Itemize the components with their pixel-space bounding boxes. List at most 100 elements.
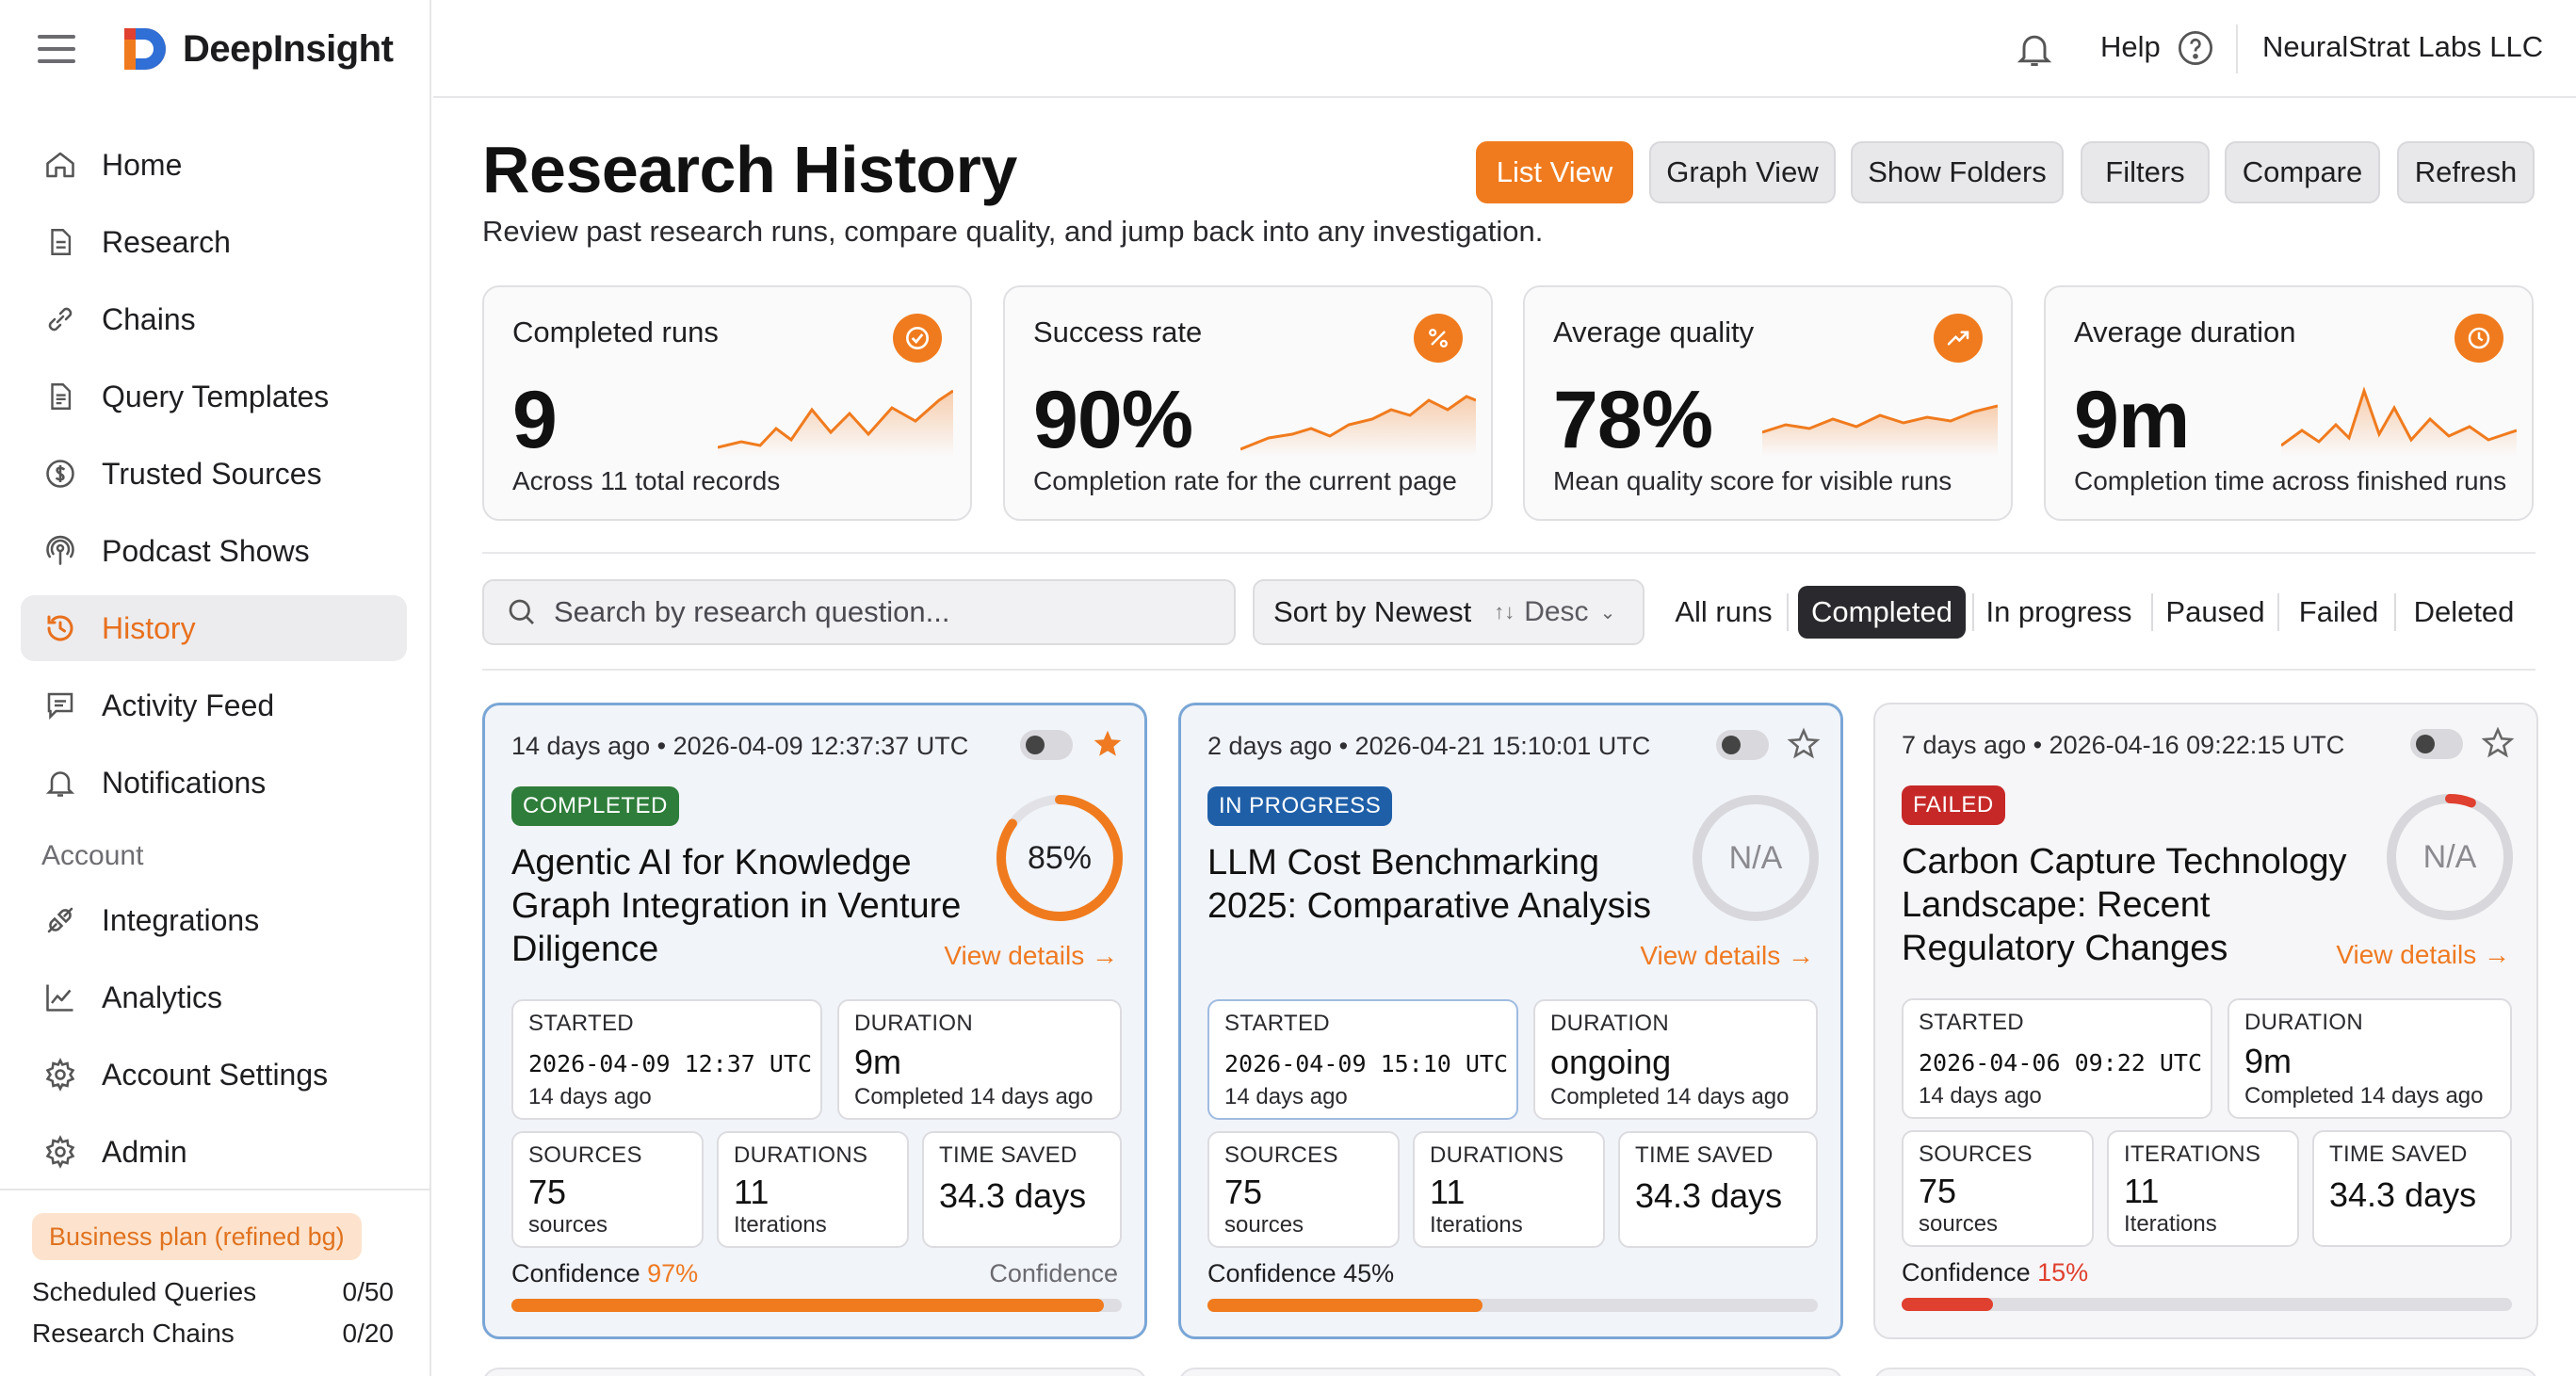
- quota-research-chains: Research Chains 0/20: [32, 1319, 394, 1349]
- select-toggle[interactable]: [1716, 730, 1769, 760]
- sort-arrows-icon: ↑↓: [1494, 600, 1515, 623]
- brand: DeepInsight: [38, 23, 394, 75]
- box-value: 34.3 days: [1635, 1176, 1783, 1215]
- time-saved-box: TIME SAVED 34.3 days: [2312, 1130, 2512, 1247]
- sidebar-item-analytics[interactable]: Analytics: [21, 964, 407, 1030]
- sidebar-item-integrations[interactable]: Integrations: [21, 887, 407, 953]
- filter-in-progress[interactable]: In progress: [1985, 595, 2132, 628]
- sidebar-item-home[interactable]: Home: [21, 132, 407, 198]
- view-details-link[interactable]: View details →: [2336, 940, 2510, 969]
- box-value: 75: [528, 1173, 567, 1211]
- plan-badge[interactable]: Business plan (refined bg): [32, 1213, 362, 1260]
- show-folders-button[interactable]: Show Folders: [1851, 141, 2064, 203]
- sort-label: Sort by Newest: [1273, 595, 1472, 628]
- help-link[interactable]: Help: [2100, 30, 2161, 63]
- research-card[interactable]: 7 days ago • 2026-04-16 09:22:15 UTC FAI…: [1873, 703, 2538, 1339]
- sparkline: [718, 389, 953, 457]
- box-value: 2026-04-09 15:10 UTC: [1224, 1050, 1509, 1077]
- sidebar-item-notifications[interactable]: Notifications: [21, 750, 407, 816]
- card-title[interactable]: Agentic AI for Knowledge Graph Integrati…: [511, 843, 962, 969]
- box-value: 75: [1224, 1173, 1263, 1211]
- filters-button[interactable]: Filters: [2081, 141, 2210, 203]
- template-icon: [41, 378, 79, 415]
- admin-gear-icon: [41, 1133, 79, 1171]
- status-badge: COMPLETED: [511, 786, 679, 826]
- started-box: STARTED 2026-04-09 12:37 UTC 14 days ago: [511, 999, 822, 1120]
- list-view-button[interactable]: List View: [1476, 141, 1633, 203]
- filter-deleted[interactable]: Deleted: [2413, 595, 2515, 628]
- duration-box: DURATION 9m Completed 14 days ago: [837, 999, 1122, 1120]
- box-label: STARTED: [528, 1011, 634, 1036]
- stat-completed-runs: Completed runs 9 Across 11 total records: [482, 285, 972, 521]
- sidebar-item-label: Chains: [102, 301, 196, 336]
- document-icon: [41, 223, 79, 261]
- box-label: TIME SAVED: [1635, 1142, 1774, 1168]
- sidebar-item-label: Query Templates: [102, 379, 330, 413]
- sort-direction[interactable]: ↑↓ Desc ⌄: [1494, 596, 1615, 628]
- filter-paused[interactable]: Paused: [2165, 595, 2265, 628]
- sidebar-item-label: Account Settings: [102, 1057, 329, 1092]
- view-details-link[interactable]: View details →: [1640, 941, 1814, 970]
- sidebar-item-activity-feed[interactable]: Activity Feed: [21, 672, 407, 738]
- sidebar-item-research[interactable]: Research: [21, 209, 407, 275]
- view-details-link[interactable]: View details →: [944, 941, 1118, 970]
- box-sub: 14 days ago: [1919, 1083, 2042, 1109]
- sidebar-item-trusted-sources[interactable]: Trusted Sources: [21, 441, 407, 507]
- filter-completed[interactable]: Completed: [1798, 586, 1966, 639]
- org-switcher[interactable]: NeuralStrat Labs LLC: [2262, 30, 2544, 63]
- card-title[interactable]: LLM Cost Benchmarking 2025: Comparative …: [1207, 843, 1652, 926]
- stat-caption: Completion time across finished runs: [2074, 466, 2507, 495]
- graph-view-button[interactable]: Graph View: [1649, 141, 1836, 203]
- sidebar-item-query-templates[interactable]: Query Templates: [21, 364, 407, 429]
- hamburger-menu-icon[interactable]: [38, 35, 75, 63]
- compare-button[interactable]: Compare: [2225, 141, 2380, 203]
- research-card-next-row[interactable]: [1873, 1368, 2538, 1376]
- star-outline-icon[interactable]: [2480, 725, 2516, 761]
- sidebar-item-admin[interactable]: Admin: [21, 1119, 407, 1185]
- research-card-next-row[interactable]: [1178, 1368, 1843, 1376]
- sparkline: [2281, 386, 2517, 457]
- check-circle-icon: [893, 314, 942, 363]
- page-title: Research History: [482, 133, 1017, 206]
- select-toggle[interactable]: [2410, 729, 2463, 759]
- sidebar-item-podcast-shows[interactable]: Podcast Shows: [21, 518, 407, 584]
- card-timestamp: 7 days ago • 2026-04-16 09:22:15 UTC: [1902, 731, 2345, 759]
- quality-ring: [996, 795, 1123, 921]
- box-label: SOURCES: [528, 1142, 642, 1168]
- sidebar-item-history[interactable]: History: [21, 595, 407, 661]
- divider: [482, 669, 2535, 671]
- star-outline-icon[interactable]: [1786, 726, 1822, 762]
- box-value: 2026-04-09 12:37 UTC: [528, 1050, 813, 1077]
- research-card[interactable]: 14 days ago • 2026-04-09 12:37:37 UTC CO…: [482, 703, 1147, 1339]
- box-sub: Completed 14 days ago: [1550, 1084, 1790, 1109]
- help-circle-icon[interactable]: [2176, 28, 2215, 68]
- sidebar-item-account-settings[interactable]: Account Settings: [21, 1042, 407, 1108]
- filter-divider: [2394, 593, 2396, 631]
- iterations-box: ITERATIONS 11 Iterations: [2107, 1130, 2299, 1247]
- stat-value: 90%: [1033, 375, 1193, 465]
- stat-label: Success rate: [1033, 316, 1203, 348]
- card-title[interactable]: Carbon Capture Technology Landscape: Rec…: [1902, 842, 2347, 968]
- select-toggle[interactable]: [1020, 730, 1073, 760]
- sidebar-item-label: Home: [102, 147, 183, 182]
- notifications-bell-icon[interactable]: [2014, 28, 2055, 70]
- confidence-label: Confidence 45%: [1207, 1259, 1394, 1288]
- sort-dropdown[interactable]: Sort by Newest ↑↓ Desc ⌄: [1253, 579, 1644, 645]
- bell-icon: [41, 764, 79, 801]
- research-card[interactable]: 2 days ago • 2026-04-21 15:10:01 UTC IN …: [1178, 703, 1843, 1339]
- sidebar-item-chains[interactable]: Chains: [21, 286, 407, 352]
- research-card-next-row[interactable]: [482, 1368, 1147, 1376]
- confidence-right-label: Confidence: [989, 1259, 1118, 1287]
- refresh-button[interactable]: Refresh: [2397, 141, 2535, 203]
- filter-failed[interactable]: Failed: [2298, 595, 2379, 628]
- box-value: 11: [1430, 1173, 1466, 1211]
- quality-score: 85%: [1027, 839, 1093, 876]
- stat-label: Average duration: [2074, 316, 2296, 348]
- box-label: SOURCES: [1224, 1142, 1338, 1168]
- search-box[interactable]: [482, 579, 1236, 645]
- box-sub: Completed 14 days ago: [854, 1084, 1094, 1109]
- star-filled-icon[interactable]: [1090, 726, 1126, 762]
- search-input[interactable]: [554, 595, 1213, 629]
- quota-value: 0/20: [342, 1319, 395, 1348]
- filter-all-runs[interactable]: All runs: [1675, 595, 1773, 628]
